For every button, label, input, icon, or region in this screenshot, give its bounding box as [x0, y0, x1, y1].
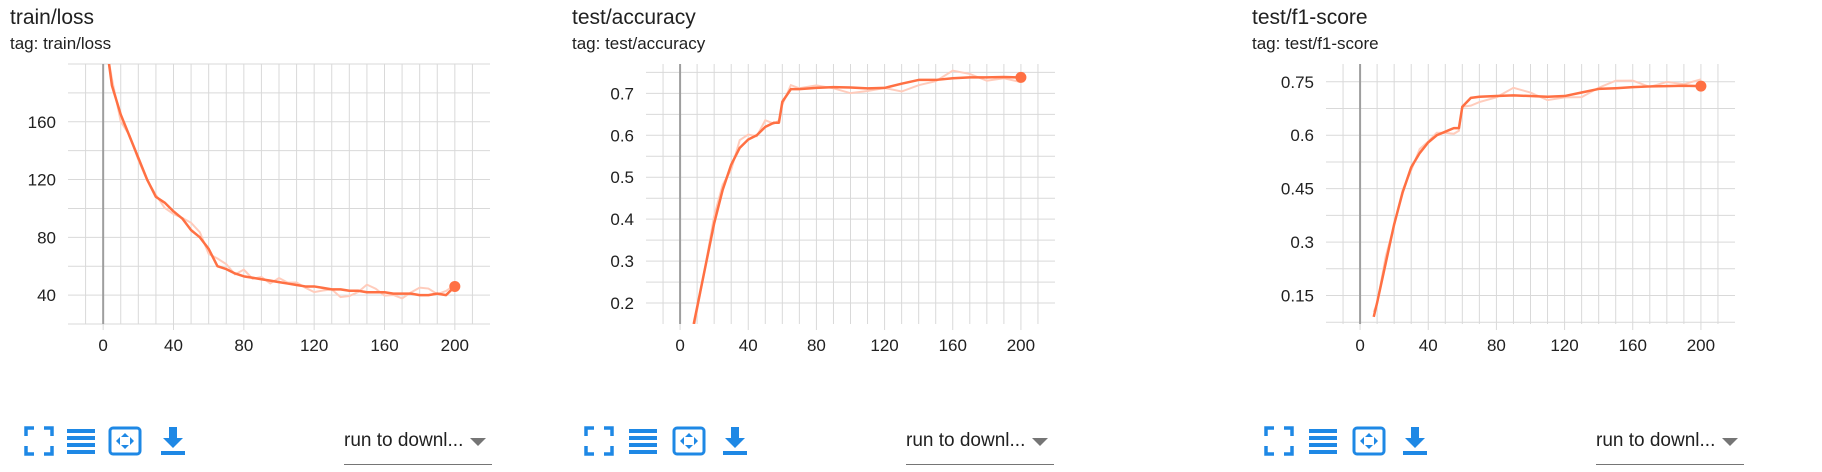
toggle-y-log-button[interactable]	[64, 424, 98, 458]
x-tick-label: 160	[1619, 336, 1647, 355]
y-tick-label: 0.45	[1281, 180, 1314, 199]
chart-tag: tag: test/f1-score	[1252, 34, 1379, 53]
download-button[interactable]	[156, 424, 190, 458]
chart-title: train/loss	[10, 6, 95, 29]
y-tick-label: 0.75	[1281, 73, 1314, 92]
chevron-down-icon	[1032, 438, 1048, 446]
fullscreen-icon	[1264, 426, 1294, 456]
fit-domain-button[interactable]	[1352, 424, 1386, 458]
fullscreen-button[interactable]	[582, 424, 616, 458]
x-tick-label: 120	[1550, 336, 1578, 355]
chart-title: test/f1-score	[1252, 6, 1368, 29]
toggle-y-log-button[interactable]	[626, 424, 660, 458]
run-select[interactable]: run to downl...	[906, 424, 1054, 465]
series-raw-line	[108, 64, 456, 300]
chart-card-test-f1-score: test/f1-score tag: test/f1-score 0 40 80 12…	[1252, 0, 1820, 472]
download-icon	[161, 427, 185, 455]
x-tick-label: 200	[1687, 336, 1715, 355]
x-tick-label: 200	[1007, 336, 1035, 355]
y-tick-label: 0.2	[610, 294, 634, 313]
x-tick-label: 120	[870, 336, 898, 355]
fullscreen-button[interactable]	[22, 424, 56, 458]
last-point-marker	[449, 280, 461, 292]
series-line	[1372, 84, 1701, 318]
fullscreen-icon	[584, 426, 614, 456]
x-tick-label: 160	[370, 336, 398, 355]
x-tick-label: 160	[939, 336, 967, 355]
chart-tag: tag: test/accuracy	[572, 34, 706, 53]
series-line	[692, 75, 1021, 324]
y-tick-label: 0.3	[610, 252, 634, 271]
chevron-down-icon	[1722, 438, 1738, 446]
download-icon	[723, 427, 747, 455]
chart-plot[interactable]: 0 40 80 120 160 200 0.7 0.6 0.5 0.4 0.3 0.2	[572, 0, 1062, 410]
y-tick-label: 160	[28, 113, 56, 132]
x-tick-label: 200	[441, 336, 469, 355]
fullscreen-icon	[24, 426, 54, 456]
y-tick-label: 0.6	[610, 126, 634, 145]
run-select-label: run to downl...	[1596, 430, 1716, 451]
x-tick-label: 40	[739, 336, 758, 355]
chevron-down-icon	[470, 438, 486, 446]
y-tick-label: 0.7	[610, 84, 634, 103]
chart-title: test/accuracy	[572, 6, 696, 29]
y-tick-label: 0.5	[610, 168, 634, 187]
chart-card-test-accuracy: test/accuracy tag: test/accuracy 0 40 80 12…	[572, 0, 1062, 472]
fullscreen-button[interactable]	[1262, 424, 1296, 458]
series-raw-line	[693, 69, 1022, 324]
y-tick-label: 0.3	[1290, 233, 1314, 252]
fit-domain-button[interactable]	[108, 424, 142, 458]
chart-card-train-loss: train/loss tag: train/loss 0 40 80 120 160 20…	[10, 0, 570, 472]
fit-domain-icon	[672, 426, 706, 456]
x-tick-label: 80	[807, 336, 826, 355]
y-tick-label: 0.4	[610, 210, 634, 229]
list-icon	[67, 429, 95, 454]
y-tick-label: 0.15	[1281, 287, 1314, 306]
run-select[interactable]: run to downl...	[344, 424, 492, 465]
chart-plot[interactable]: 0 40 80 120 160 200 160 120 80 40	[10, 0, 570, 410]
run-select-label: run to downl...	[344, 430, 464, 451]
x-tick-label: 40	[164, 336, 183, 355]
run-select-label: run to downl...	[906, 430, 1026, 451]
x-tick-label: 120	[300, 336, 328, 355]
fit-domain-icon	[1352, 426, 1386, 456]
series-line	[107, 64, 456, 297]
download-button[interactable]	[1398, 424, 1432, 458]
list-icon	[1309, 429, 1337, 454]
download-button[interactable]	[718, 424, 752, 458]
y-tick-label: 40	[37, 286, 56, 305]
x-tick-label: 0	[675, 336, 684, 355]
x-tick-label: 80	[1487, 336, 1506, 355]
y-tick-label: 80	[37, 228, 56, 247]
fit-domain-button[interactable]	[672, 424, 706, 458]
chart-plot[interactable]: 0 40 80 120 160 200 0.75 0.6 0.45 0.3 0.15	[1252, 0, 1820, 410]
download-icon	[1403, 427, 1427, 455]
list-icon	[629, 429, 657, 454]
last-point-marker	[1695, 80, 1707, 92]
chart-tag: tag: train/loss	[10, 34, 112, 53]
series-raw-line	[1372, 78, 1702, 313]
fit-domain-icon	[108, 426, 142, 456]
last-point-marker	[1015, 71, 1027, 83]
y-tick-label: 120	[28, 171, 56, 190]
x-tick-label: 40	[1419, 336, 1438, 355]
x-tick-label: 0	[1355, 336, 1364, 355]
toggle-y-log-button[interactable]	[1306, 424, 1340, 458]
x-tick-label: 0	[98, 336, 107, 355]
run-select[interactable]: run to downl...	[1596, 424, 1744, 465]
x-tick-label: 80	[234, 336, 253, 355]
y-tick-label: 0.6	[1290, 126, 1314, 145]
